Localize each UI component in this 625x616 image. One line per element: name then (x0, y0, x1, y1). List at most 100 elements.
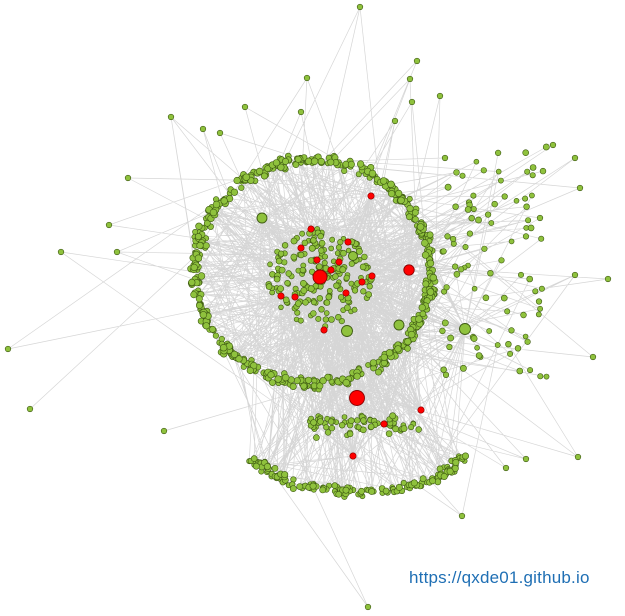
graph-node (527, 367, 534, 374)
graph-node (387, 180, 395, 189)
graph-node (278, 304, 284, 310)
graph-node (310, 419, 317, 426)
graph-node (322, 316, 329, 323)
graph-node (238, 184, 245, 191)
graph-node (305, 376, 313, 384)
graph-node (319, 377, 327, 385)
graph-node (481, 245, 488, 252)
graph-node (395, 483, 403, 491)
graph-node (230, 350, 239, 359)
graph-node (335, 314, 342, 321)
graph-node (124, 174, 132, 182)
graph-node-hub (342, 289, 350, 297)
graph-node (491, 200, 498, 208)
graph-node (505, 341, 512, 348)
graph-node (290, 253, 298, 261)
graph-node (361, 253, 368, 261)
graph-node (359, 426, 367, 434)
graph-node (327, 418, 335, 425)
graph-node (364, 603, 372, 611)
graph-node (299, 279, 307, 287)
graph-node (219, 344, 228, 352)
graph-node (338, 318, 345, 325)
graph-node (392, 425, 399, 433)
graph-node (480, 167, 487, 174)
graph-node (160, 427, 168, 435)
graph-node (470, 206, 477, 213)
graph-node (26, 405, 34, 413)
graph-node (297, 317, 304, 324)
graph-node (310, 299, 317, 306)
graph-node (466, 230, 474, 237)
graph-node (197, 272, 206, 280)
graph-node (246, 366, 254, 375)
graph-node (426, 259, 435, 267)
graph-node (194, 254, 203, 262)
graph-node (316, 263, 323, 270)
graph-node (461, 452, 469, 460)
graph-node (315, 315, 322, 322)
graph-node (294, 155, 302, 163)
graph-node (323, 310, 330, 316)
graph-node (353, 372, 361, 380)
graph-node (453, 169, 460, 176)
graph-node (365, 291, 373, 298)
graph-node (333, 282, 340, 289)
graph-node-hub (320, 326, 328, 334)
graph-node (571, 271, 579, 279)
graph-node (256, 212, 268, 224)
graph-node (267, 261, 273, 268)
graph-node (426, 231, 434, 239)
graph-node (343, 274, 350, 282)
graph-node (475, 216, 482, 224)
graph-node (323, 299, 331, 306)
graph-node (529, 192, 535, 199)
graph-node (475, 352, 483, 359)
graph-node (473, 158, 480, 165)
graph-node (338, 294, 345, 301)
graph-node (508, 238, 515, 245)
graph-node-hub (349, 390, 365, 406)
graph-node (296, 483, 304, 490)
graph-node-hub (368, 272, 376, 280)
graph-node (526, 275, 534, 283)
graph-node (202, 322, 210, 330)
graph-node (337, 239, 344, 246)
graph-node (360, 417, 367, 424)
graph-node-hub (335, 258, 343, 266)
watermark-url[interactable]: https://qxde01.github.io (409, 568, 590, 587)
graph-node (442, 371, 450, 379)
graph-node (389, 412, 397, 420)
graph-node (413, 57, 421, 65)
graph-node (495, 149, 502, 156)
graph-node (458, 266, 465, 273)
graph-node (520, 311, 527, 319)
graph-node (195, 222, 203, 230)
graph-node (282, 373, 290, 382)
graph-node (516, 367, 524, 375)
graph-node (313, 434, 320, 441)
graph-node-hub (380, 420, 388, 428)
graph-node (220, 197, 228, 205)
node-layer (4, 3, 612, 611)
graph-node (230, 188, 238, 196)
graph-node (347, 160, 355, 168)
graph-node (348, 260, 355, 267)
graph-node (347, 417, 355, 425)
graph-node (532, 288, 539, 295)
graph-node (250, 455, 258, 462)
graph-node (289, 382, 297, 390)
graph-node (471, 285, 478, 292)
graph-node-hub (367, 192, 375, 200)
graph-node (321, 253, 328, 260)
graph-node (318, 239, 326, 247)
graph-node (443, 284, 450, 291)
graph-node (354, 417, 361, 424)
graph-node (429, 274, 437, 282)
graph-node (203, 219, 211, 227)
graph-node (321, 259, 328, 266)
graph-node (310, 237, 317, 244)
graph-node (269, 379, 276, 386)
graph-node (278, 250, 285, 257)
